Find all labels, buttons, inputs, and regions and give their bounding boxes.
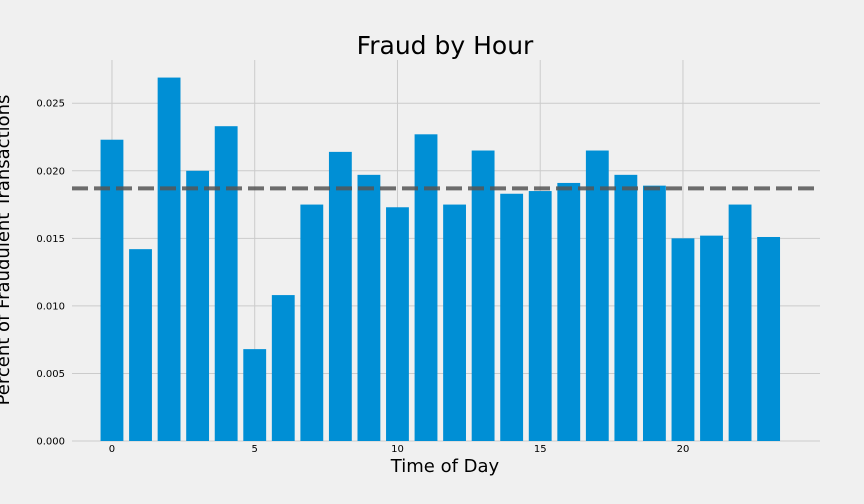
bar-hour-9 (357, 174, 381, 441)
x-tick-label: 5 (252, 444, 258, 455)
x-tick-label: 10 (391, 444, 404, 455)
x-axis-label: Time of Day (390, 456, 500, 477)
x-tick-label: 20 (677, 444, 690, 455)
x-tick-label: 15 (534, 444, 547, 455)
bar-hour-19 (642, 185, 666, 441)
x-tick-label: 0 (109, 444, 115, 455)
bar-hour-12 (443, 204, 466, 441)
bar-hour-21 (700, 235, 723, 441)
y-tick-label: 0.020 (36, 166, 65, 177)
bar-hour-13 (471, 150, 495, 441)
bar-hour-2 (157, 77, 181, 441)
bar-hour-16 (557, 182, 581, 441)
bar-hour-18 (614, 174, 638, 441)
y-tick-label: 0.015 (36, 234, 65, 245)
y-tick-label: 0.010 (36, 301, 65, 312)
bar-hour-8 (328, 151, 352, 441)
x-ticks: 0 5 10 15 20 (109, 444, 690, 455)
bar-hour-3 (186, 170, 210, 441)
bar-hour-15 (528, 191, 552, 441)
y-tick-label: 0.000 (36, 437, 65, 448)
bar-hour-23 (757, 236, 781, 441)
bar-hour-4 (214, 126, 238, 442)
bars (100, 77, 781, 442)
bar-hour-5 (243, 349, 267, 441)
y-axis-label: Percent of Fraudulent Transactions (0, 95, 14, 406)
y-ticks: 0.000 0.005 0.010 0.015 0.020 0.025 (36, 99, 65, 448)
y-tick-label: 0.005 (36, 369, 65, 380)
y-tick-label: 0.025 (36, 99, 65, 110)
bar-hour-7 (300, 204, 324, 441)
bar-hour-11 (414, 134, 438, 441)
bar-hour-6 (271, 295, 295, 441)
chart-title: Fraud by Hour (357, 31, 534, 60)
bar-hour-10 (386, 207, 409, 441)
bar-hour-20 (671, 238, 695, 441)
bar-hour-1 (129, 249, 152, 441)
bar-hour-17 (585, 150, 609, 441)
bar-hour-22 (728, 204, 752, 441)
bar-hour-0 (100, 139, 124, 441)
bar-hour-14 (500, 193, 524, 441)
